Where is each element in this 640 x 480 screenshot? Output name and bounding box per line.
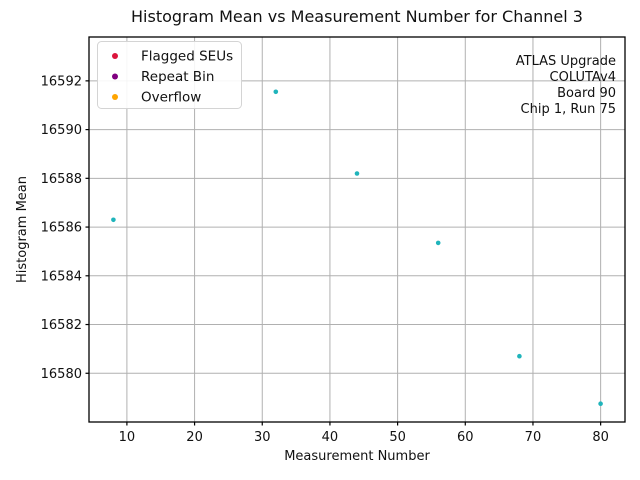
y-tick-label: 16590 [41, 123, 82, 138]
legend-marker-repeat-bin [112, 73, 118, 80]
legend-box [97, 41, 242, 109]
annotation-line-2: COLUTAv4 [550, 70, 616, 85]
data-point [598, 401, 603, 407]
data-point [354, 171, 360, 176]
x-tick-label: 20 [186, 430, 203, 445]
x-tick-label: 80 [592, 430, 609, 445]
y-tick-label: 16586 [41, 221, 82, 236]
data-point [517, 353, 522, 359]
y-tick-label: 16592 [41, 74, 82, 89]
plot-border [88, 36, 626, 423]
data-point [273, 89, 279, 95]
y-tick-label: 16582 [41, 318, 82, 333]
x-tick-label: 70 [525, 430, 542, 445]
x-tick-label: 40 [322, 430, 339, 445]
annotation-line-1: ATLAS Upgrade [516, 54, 616, 69]
legend-marker-overflow [112, 94, 118, 100]
y-tick-label: 16584 [41, 269, 82, 284]
legend-label-flagged-seus: Flagged SEUs [141, 49, 233, 65]
y-tick-label: 16588 [41, 172, 82, 187]
data-points [111, 89, 603, 407]
legend: Flagged SEUs Repeat Bin Overflow [97, 41, 242, 109]
legend-marker-flagged-seus [112, 53, 118, 59]
x-tick-label: 30 [254, 430, 271, 445]
y-axis-label: Histogram Mean [15, 176, 30, 283]
grid-lines [89, 37, 625, 422]
x-tick-label: 60 [457, 430, 474, 445]
axis-ticks: 10 20 30 40 50 60 70 80 16580 16582 16584 16586 1658… [41, 74, 609, 445]
y-tick-label: 16580 [41, 367, 82, 382]
x-axis-label: Measurement Number [284, 449, 430, 464]
annotation-block: ATLAS Upgrade COLUTAv4 Board 90 Chip 1, … [516, 54, 616, 117]
legend-label-repeat-bin: Repeat Bin [141, 69, 214, 85]
data-point [111, 217, 116, 223]
annotation-line-3: Board 90 [557, 86, 616, 101]
x-tick-label: 10 [119, 430, 136, 445]
x-tick-label: 50 [389, 430, 406, 445]
legend-label-overflow: Overflow [141, 90, 201, 106]
chart-title: Histogram Mean vs Measurement Number for… [131, 7, 583, 26]
data-point [435, 240, 441, 246]
annotation-line-4: Chip 1, Run 75 [521, 102, 616, 117]
